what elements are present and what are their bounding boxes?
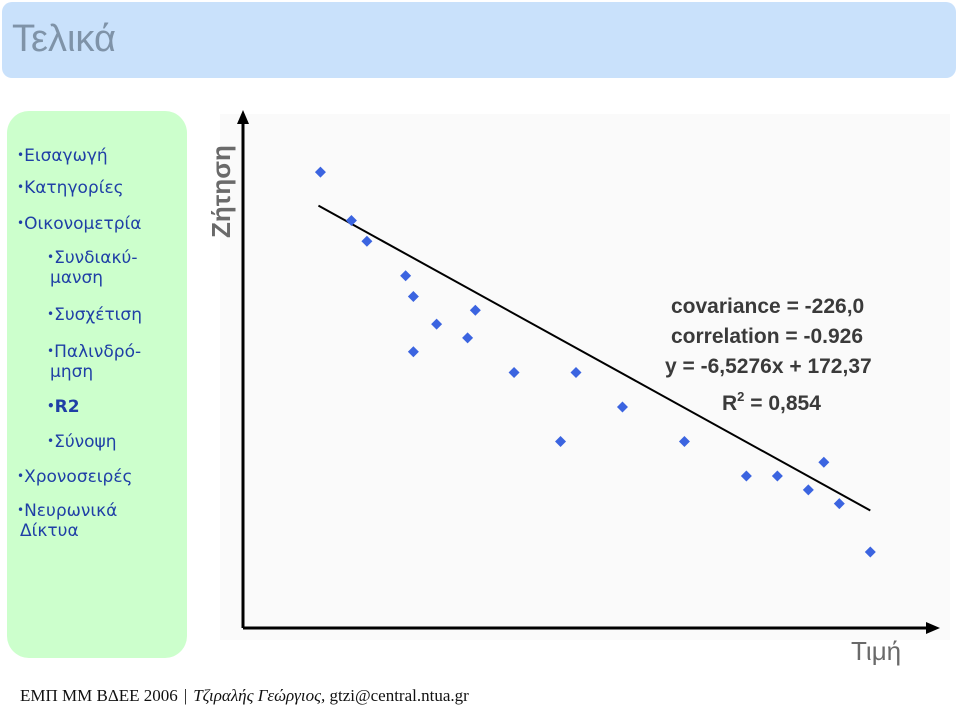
- sidebar-item-r2[interactable]: •R2: [47, 396, 80, 417]
- bullet-icon: •: [17, 148, 25, 162]
- plot-background: [220, 114, 950, 640]
- correlation-annotation: correlation = -0.926: [671, 325, 863, 348]
- data-point: [864, 546, 876, 558]
- covariance-annotation: covariance = -226,0: [671, 295, 864, 318]
- bullet-icon: •: [47, 307, 55, 321]
- r2-superscript: 2: [737, 389, 744, 404]
- sidebar-item-categories[interactable]: •Κατηγορίες: [17, 177, 124, 198]
- chart-svg: Ζήτηση Τιμή covariance = -226,0 correlat…: [206, 110, 950, 666]
- data-points: [314, 166, 876, 558]
- sidebar-item-summary[interactable]: •Σύνοψη: [47, 431, 117, 452]
- sidebar-item-label: Συσχέτιση: [54, 305, 142, 325]
- sidebar-item-timeseries[interactable]: •Χρονοσειρές: [17, 466, 133, 487]
- sidebar-item-label: Κατηγορίες: [24, 178, 124, 198]
- footer: ΕΜΠ ΜΜ ΒΔΕΕ 2006 | Τζιραλής Γεώργιος, gtzi…: [20, 686, 469, 706]
- sidebar-item-correlation[interactable]: •Συσχέτιση: [47, 304, 142, 325]
- title-bar: Τελικά: [2, 2, 956, 78]
- r2-value: = 0,854: [744, 392, 821, 415]
- data-point: [345, 215, 357, 227]
- equation-annotation: y = -6,5276x + 172,37: [665, 355, 872, 378]
- data-point: [802, 484, 814, 496]
- sidebar-item-label: Παλινδρό-: [54, 342, 142, 362]
- data-point: [407, 290, 419, 302]
- r2-prefix: R: [722, 392, 737, 415]
- sidebar-item-label-cont: μηση: [50, 362, 94, 382]
- sidebar-item-label: Χρονοσειρές: [24, 467, 133, 487]
- data-point: [469, 304, 481, 316]
- sidebar-item-label: Συνδιακύ-: [54, 248, 138, 268]
- x-axis-arrow-icon: [926, 622, 940, 634]
- bullet-icon: •: [17, 503, 25, 517]
- sidebar-item-label: R2: [54, 397, 80, 417]
- data-point: [740, 470, 752, 482]
- chart-axes: [237, 110, 940, 634]
- sidebar-item-introduction[interactable]: •Εισαγωγή: [17, 145, 108, 166]
- data-point: [361, 235, 373, 247]
- scatter-chart: Ζήτηση Τιμή covariance = -226,0 correlat…: [195, 100, 960, 690]
- sidebar-item-label: Οικονομετρία: [24, 214, 142, 234]
- data-point: [570, 366, 582, 378]
- data-point: [462, 332, 474, 344]
- data-point: [431, 318, 443, 330]
- trendline: [317, 204, 871, 512]
- sidebar-item-label: Σύνοψη: [54, 432, 117, 452]
- bullet-icon: •: [47, 399, 55, 413]
- data-point: [314, 166, 326, 178]
- sidebar-item-label: Νευρωνικά: [24, 501, 118, 521]
- sidebar-item-econometrics[interactable]: •Οικονομετρία: [17, 213, 142, 234]
- sidebar-item-neural-networks[interactable]: •Νευρωνικά Δίκτυα: [17, 500, 117, 541]
- sidebar-item-label-cont: Δίκτυα: [20, 521, 79, 541]
- footer-author: Τζιραλής Γεώργιος,: [193, 686, 326, 705]
- x-axis-label: Τιμή: [851, 636, 901, 666]
- bullet-icon: •: [17, 469, 25, 483]
- bullet-icon: •: [47, 434, 55, 448]
- bullet-icon: •: [17, 216, 25, 230]
- r2-annotation: R2 = 0,854: [722, 389, 821, 415]
- data-point: [678, 436, 690, 448]
- sidebar-item-label-cont: μανση: [50, 268, 104, 288]
- sidebar-item-regression[interactable]: •Παλινδρό- μηση: [47, 341, 141, 382]
- data-point: [818, 456, 830, 468]
- data-point: [771, 470, 783, 482]
- bullet-icon: •: [17, 180, 25, 194]
- sidebar-item-label: Εισαγωγή: [24, 146, 108, 166]
- data-point: [508, 366, 520, 378]
- bullet-icon: •: [47, 250, 55, 264]
- slide-title: Τελικά: [12, 18, 116, 60]
- sidebar-nav: •Εισαγωγή •Κατηγορίες •Οικονομετρία •Συν…: [7, 111, 187, 658]
- sidebar-item-covariance[interactable]: •Συνδιακύ- μανση: [47, 247, 138, 288]
- data-point: [400, 270, 412, 282]
- footer-course: ΕΜΠ ΜΜ ΒΔΕΕ 2006: [20, 686, 178, 705]
- data-point: [616, 401, 628, 413]
- bullet-icon: •: [47, 344, 55, 358]
- data-point: [833, 498, 845, 510]
- stats-annotations: covariance = -226,0 correlation = -0.926…: [665, 295, 872, 415]
- data-point: [407, 346, 419, 358]
- y-axis-arrow-icon: [237, 110, 249, 124]
- data-point: [555, 436, 567, 448]
- y-axis-label: Ζήτηση: [206, 145, 236, 238]
- footer-email[interactable]: gtzi@central.ntua.gr: [329, 686, 469, 705]
- footer-separator: |: [183, 686, 188, 705]
